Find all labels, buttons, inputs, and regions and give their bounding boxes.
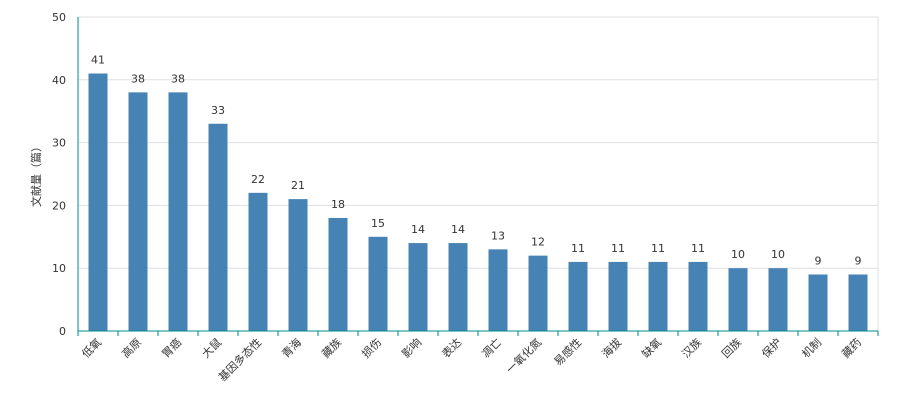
bar-19 bbox=[848, 274, 868, 331]
data-label-14: 11 bbox=[651, 242, 665, 255]
data-label-6: 18 bbox=[331, 198, 345, 211]
x-tick-label-12: 易感性 bbox=[551, 335, 584, 368]
data-label-19: 9 bbox=[855, 254, 862, 267]
bar-14 bbox=[648, 261, 668, 331]
bar-11 bbox=[528, 255, 548, 331]
x-tick-label-1: 高原 bbox=[119, 335, 144, 360]
x-tick-label-0: 低氧 bbox=[79, 335, 104, 360]
bar-10 bbox=[488, 249, 508, 331]
data-label-17: 10 bbox=[771, 248, 785, 261]
data-label-0: 41 bbox=[91, 54, 105, 67]
x-tick-label-4: 基因多态性 bbox=[215, 335, 264, 384]
x-tick-label-18: 机制 bbox=[799, 335, 824, 360]
axis-layer: 0 10 20 30 40 50 bbox=[52, 11, 879, 338]
bar-5 bbox=[288, 199, 308, 331]
data-label-4: 22 bbox=[251, 173, 265, 186]
bar-12 bbox=[568, 261, 588, 331]
bar-17 bbox=[768, 268, 788, 331]
grid-layer bbox=[78, 16, 879, 331]
bar-8 bbox=[408, 243, 428, 331]
bar-6 bbox=[328, 217, 348, 331]
x-tick-label-17: 保护 bbox=[759, 335, 784, 360]
bar-9 bbox=[448, 243, 468, 331]
data-label-5: 21 bbox=[291, 179, 305, 192]
y-tick-label-0: 0 bbox=[59, 325, 66, 338]
y-tick-label-20: 20 bbox=[52, 199, 66, 212]
x-tick-label-13: 海拔 bbox=[599, 335, 624, 360]
x-tick-label-11: 一氧化氮 bbox=[503, 335, 544, 376]
x-tick-label-2: 胃癌 bbox=[159, 335, 184, 360]
x-tick-label-3: 大鼠 bbox=[199, 335, 224, 360]
data-label-10: 13 bbox=[491, 229, 505, 242]
bar-0 bbox=[88, 73, 108, 332]
bar-18 bbox=[808, 274, 828, 331]
x-tick-label-6: 藏族 bbox=[319, 335, 344, 360]
bar-13 bbox=[608, 261, 628, 331]
data-label-1: 38 bbox=[131, 72, 145, 85]
x-tick-label-16: 回族 bbox=[719, 335, 744, 360]
x-tick-label-9: 表达 bbox=[439, 335, 464, 360]
data-label-9: 14 bbox=[451, 223, 465, 236]
y-tick-label-40: 40 bbox=[52, 74, 66, 87]
bar-1 bbox=[128, 92, 148, 331]
x-tick-label-8: 影响 bbox=[399, 336, 424, 361]
x-tick-label-19: 藏药 bbox=[839, 336, 864, 361]
bar-7 bbox=[368, 236, 388, 331]
x-tick-label-14: 缺氧 bbox=[639, 335, 664, 360]
label-layer: 41 低氧 38 高原 38 胃癌 33 大鼠 22 基因多态性 21 青海 18 藏族 15 损伤 14 影响 1… bbox=[79, 54, 864, 384]
y-axis-title: 文献量（篇） bbox=[29, 141, 43, 207]
x-tick-label-15: 汉族 bbox=[679, 335, 704, 360]
bar-4 bbox=[248, 192, 268, 331]
x-tick-label-5: 青海 bbox=[279, 335, 304, 360]
data-label-18: 9 bbox=[815, 254, 822, 267]
y-tick-label-10: 10 bbox=[52, 262, 66, 275]
data-label-12: 11 bbox=[571, 242, 585, 255]
data-label-2: 38 bbox=[171, 72, 185, 85]
data-label-13: 11 bbox=[611, 242, 625, 255]
y-tick-label-30: 30 bbox=[52, 137, 66, 150]
y-tick-label-50: 50 bbox=[52, 11, 66, 24]
bar-3 bbox=[208, 123, 228, 331]
x-tick-label-10: 凋亡 bbox=[479, 335, 504, 360]
data-label-15: 11 bbox=[691, 242, 705, 255]
bar-2 bbox=[168, 92, 188, 331]
data-label-8: 14 bbox=[411, 223, 425, 236]
bar-16 bbox=[728, 268, 748, 331]
x-tick-label-7: 损伤 bbox=[359, 335, 384, 360]
data-label-3: 33 bbox=[211, 104, 225, 117]
bar-15 bbox=[688, 261, 708, 331]
data-label-11: 12 bbox=[531, 236, 545, 249]
data-label-16: 10 bbox=[731, 248, 745, 261]
bar-layer bbox=[88, 73, 868, 332]
data-label-7: 15 bbox=[371, 217, 385, 230]
